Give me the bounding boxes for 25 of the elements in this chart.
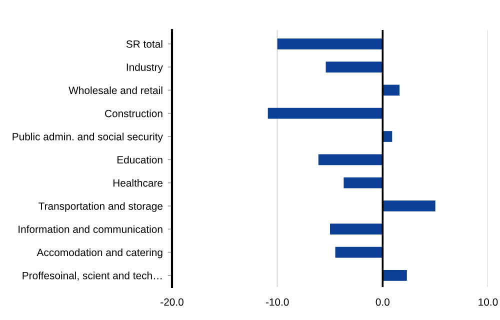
bar [382, 270, 407, 281]
bar [382, 200, 436, 212]
bar [318, 154, 383, 166]
y-tick-label: Healthcare [113, 179, 163, 187]
bar [382, 84, 400, 96]
y-tick-label: Transportation and storage [38, 202, 163, 212]
bar [344, 177, 383, 188]
bar [326, 62, 383, 72]
y-tick-label: Industry [126, 63, 163, 73]
x-tick-label: 10.0 [478, 298, 498, 306]
bar [277, 38, 383, 50]
bar [335, 246, 383, 258]
y-tick-label: SR total [126, 40, 162, 48]
x-tick-label: 0.0 [376, 298, 390, 306]
y-tick-label: Construction [105, 110, 162, 118]
bar [268, 108, 383, 119]
y-tick-label: Public admin. and social security [12, 132, 163, 142]
y-tick-label: Information and communication [18, 225, 162, 233]
y-tick-label: Wholesale and retail [68, 86, 162, 94]
x-tick-label: -20.0 [160, 298, 184, 306]
y-tick-label: Education [118, 156, 162, 164]
y-tick-label: Proffesoinal, scient and tech… [22, 272, 162, 281]
x-tick-label: -10.0 [266, 298, 289, 306]
bar [330, 224, 383, 235]
y-tick-label: Accomodation and catering [36, 248, 162, 258]
